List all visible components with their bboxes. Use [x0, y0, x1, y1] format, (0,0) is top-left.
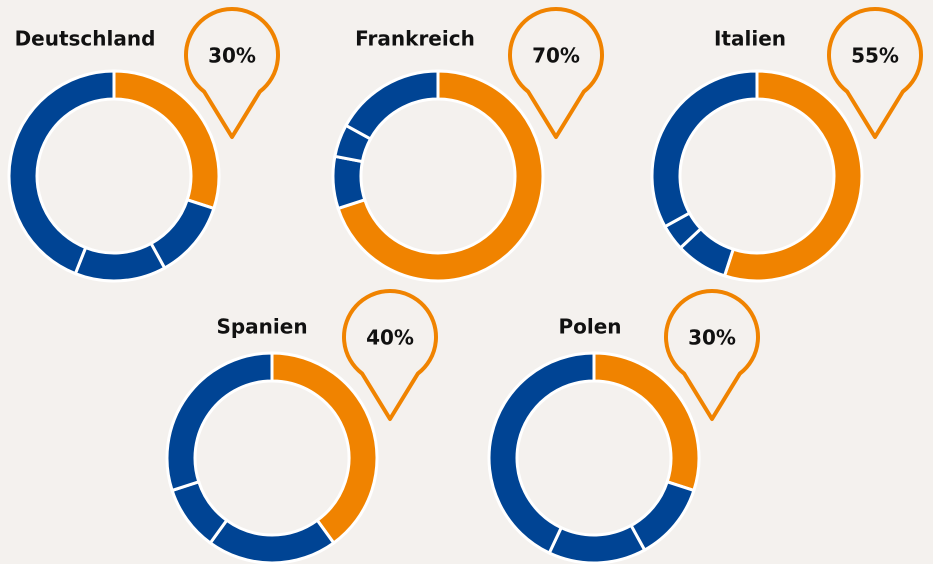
donut-segment	[73, 241, 167, 283]
callout	[184, 7, 280, 139]
donut-title: Spanien	[216, 315, 307, 339]
donut-segment	[487, 351, 596, 556]
value-label: 30%	[688, 326, 736, 350]
value-label: 55%	[851, 44, 899, 68]
callout	[508, 7, 604, 139]
donut-segment	[165, 351, 274, 493]
donut-title: Polen	[558, 315, 621, 339]
donut-segment	[336, 69, 545, 283]
callout	[342, 289, 438, 421]
donut-segment	[547, 523, 647, 564]
donut-segment	[331, 154, 367, 211]
value-label: 30%	[208, 44, 256, 68]
callout	[664, 289, 760, 421]
donut-segment	[170, 479, 229, 546]
donut-segment	[270, 351, 379, 546]
donut-segment	[650, 69, 759, 229]
donut-title: Deutschland	[15, 27, 156, 51]
value-label: 70%	[532, 44, 580, 68]
donut-segment	[7, 69, 116, 276]
donut-title: Frankreich	[355, 27, 475, 51]
value-label: 40%	[366, 326, 414, 350]
callout	[827, 7, 923, 139]
donut-segment	[343, 69, 440, 141]
donut-segment	[722, 69, 864, 283]
donut-segment	[208, 518, 336, 564]
donut-title: Italien	[714, 27, 786, 51]
